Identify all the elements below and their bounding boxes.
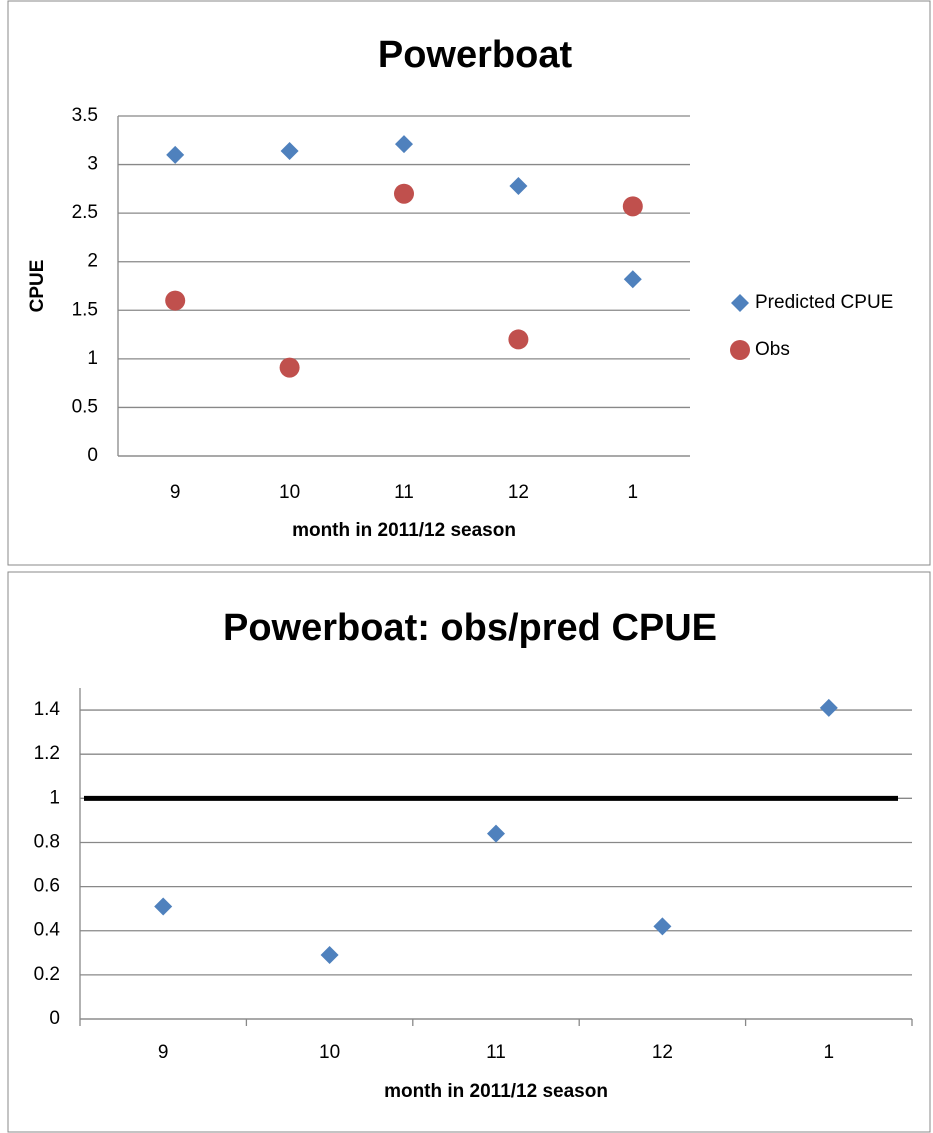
y-tick-label: 0.2 <box>34 964 60 985</box>
point <box>509 176 528 195</box>
y-tick-label: 1 <box>87 348 98 369</box>
point <box>165 290 186 311</box>
y-tick-label: 2.5 <box>72 202 98 223</box>
y-tick-label: 3 <box>87 154 98 175</box>
chart-title: Powerboat: obs/pred CPUE <box>223 607 717 649</box>
point <box>623 270 642 289</box>
x-axis-title: month in 2011/12 season <box>384 1081 608 1102</box>
y-tick-label: 0 <box>49 1008 60 1029</box>
chart-frame <box>7 0 931 566</box>
point <box>653 917 672 936</box>
chart-title: Powerboat <box>378 34 573 76</box>
y-tick-label: 1.2 <box>34 743 60 764</box>
y-tick-label: 0.5 <box>72 396 98 417</box>
chart-frame <box>7 571 931 1133</box>
legend-marker <box>730 340 750 360</box>
x-tick-label: 12 <box>652 1042 673 1063</box>
x-axis-title: month in 2011/12 season <box>292 520 516 541</box>
point <box>320 946 339 965</box>
y-tick-label: 1.5 <box>72 299 98 320</box>
point <box>394 183 414 204</box>
point <box>395 135 413 154</box>
legend-label: Obs <box>755 339 790 360</box>
x-tick-label: 9 <box>170 482 181 503</box>
point <box>487 824 505 843</box>
x-tick-label: 11 <box>394 482 414 503</box>
point <box>819 698 838 717</box>
legend-label: Predicted CPUE <box>755 292 893 313</box>
point <box>166 145 185 164</box>
x-tick-label: 1 <box>824 1042 835 1063</box>
y-tick-label: 0.8 <box>34 831 60 852</box>
x-tick-label: 9 <box>158 1042 169 1063</box>
point <box>279 357 300 378</box>
y-tick-label: 0.4 <box>34 920 61 941</box>
x-tick-label: 10 <box>279 482 300 503</box>
y-axis-title: CPUE <box>27 260 48 313</box>
point <box>280 141 299 160</box>
point <box>622 196 643 217</box>
x-tick-label: 10 <box>319 1042 340 1063</box>
y-tick-label: 0.6 <box>34 876 60 897</box>
y-tick-label: 3.5 <box>72 105 98 126</box>
x-tick-label: 12 <box>508 482 529 503</box>
x-tick-label: 1 <box>628 482 639 503</box>
point <box>508 329 529 350</box>
y-tick-label: 1.4 <box>34 699 61 720</box>
y-tick-label: 2 <box>87 251 98 272</box>
y-tick-label: 1 <box>49 787 60 808</box>
point <box>154 897 173 916</box>
x-tick-label: 11 <box>486 1042 506 1063</box>
y-tick-label: 0 <box>87 445 98 466</box>
legend-marker <box>731 294 749 312</box>
